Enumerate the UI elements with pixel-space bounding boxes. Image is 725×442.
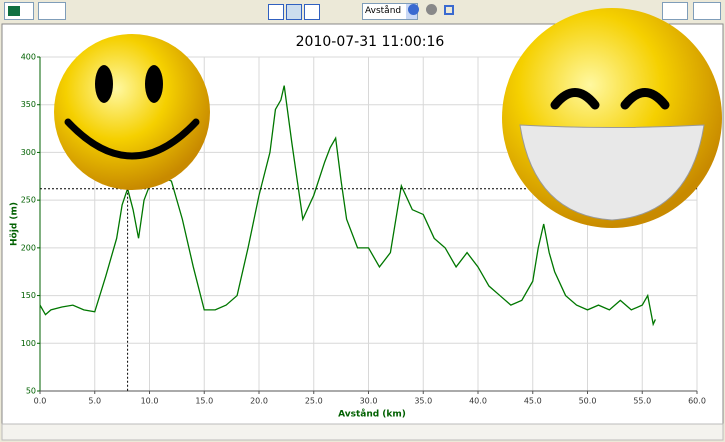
x-tick-label: 45.0 xyxy=(524,397,542,406)
y-axis-title: Höjd (m) xyxy=(10,202,20,246)
line-button[interactable] xyxy=(304,4,320,20)
y-tick-label: 350 xyxy=(21,100,36,109)
fit-button[interactable] xyxy=(444,5,454,15)
zoom-x-button[interactable] xyxy=(268,4,284,20)
dropdown[interactable] xyxy=(38,2,66,20)
elevation-line xyxy=(39,85,656,327)
x-tick-label: 40.0 xyxy=(469,397,487,406)
y-tick-label: 300 xyxy=(21,148,36,157)
zoom-out-button[interactable] xyxy=(426,4,437,15)
x-tick-label: 0.0 xyxy=(34,397,47,406)
x-tick-label: 30.0 xyxy=(360,397,378,406)
y-tick-label: 150 xyxy=(21,291,36,300)
x-tick-label: 20.0 xyxy=(250,397,268,406)
x-tick-label: 25.0 xyxy=(305,397,323,406)
chart-title: 2010-07-31 11:00:16 xyxy=(296,34,445,50)
y-tick-label: 200 xyxy=(21,243,36,252)
x-tick-label: 5.0 xyxy=(88,397,101,406)
y-tick-label: 250 xyxy=(21,196,36,205)
y-tick-label: 50 xyxy=(26,387,36,396)
zoom-y-button[interactable] xyxy=(286,4,302,20)
x-tick-label: 10.0 xyxy=(141,397,159,406)
x-tick-label: 35.0 xyxy=(414,397,432,406)
y-tick-label: 400 xyxy=(21,53,36,62)
zoom-in-button[interactable] xyxy=(408,4,419,15)
x-tick-label: 50.0 xyxy=(579,397,597,406)
chart-background xyxy=(1,23,724,425)
color-dropdown[interactable] xyxy=(4,2,34,20)
x-tick-label: 60.0 xyxy=(688,397,706,406)
x-tick-label: 55.0 xyxy=(633,397,651,406)
x-axis-title: Avstånd (km) xyxy=(338,409,406,420)
scrollbar[interactable] xyxy=(1,423,724,441)
x-tick-label: 15.0 xyxy=(195,397,213,406)
y-tick-label: 100 xyxy=(21,339,36,348)
